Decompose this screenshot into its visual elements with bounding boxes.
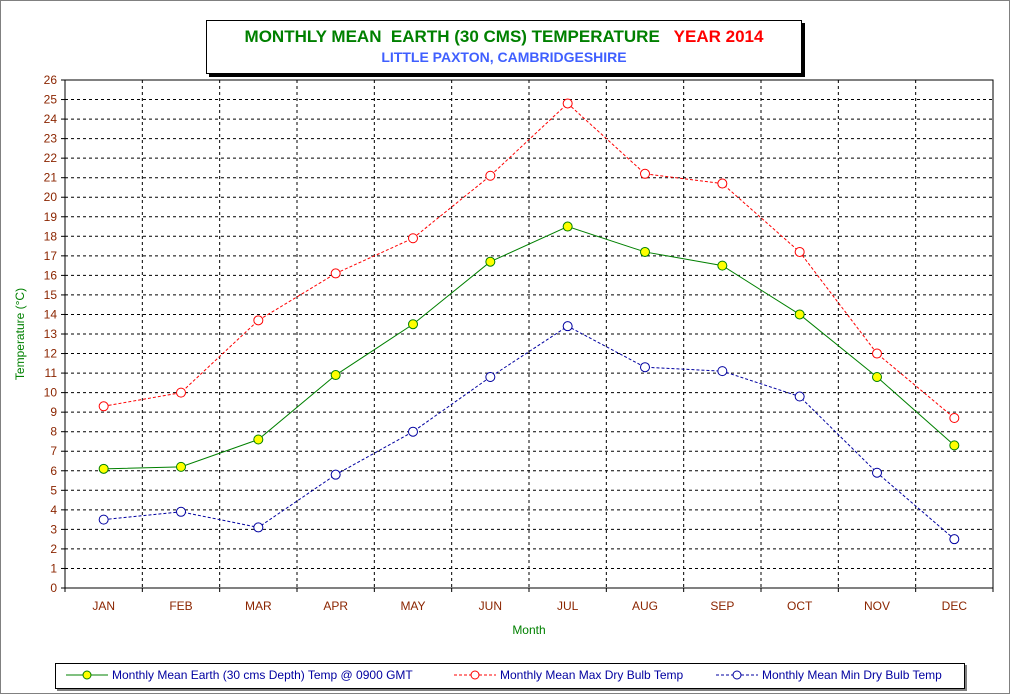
y-tick-label: 15 [44, 288, 58, 302]
y-tick-label: 1 [50, 561, 57, 575]
data-point-max [98, 401, 109, 412]
data-point-min [949, 534, 960, 545]
legend-item-max: Monthly Mean Max Dry Bulb Temp [454, 668, 683, 682]
legend-swatch-min [716, 670, 758, 680]
data-point-earth [408, 319, 418, 330]
y-tick-label: 7 [50, 444, 57, 458]
data-point-max [485, 170, 496, 181]
x-tick-label: DEC [942, 599, 968, 613]
y-tick-label: 20 [44, 190, 58, 204]
data-point-min [408, 426, 418, 437]
y-tick-label: 11 [45, 366, 58, 380]
x-tick-label: SEP [710, 599, 734, 613]
legend-swatch-max [454, 670, 496, 680]
y-tick-label: 14 [44, 307, 58, 321]
x-tick-label: MAR [245, 599, 272, 613]
y-tick-label: 0 [50, 581, 57, 595]
data-point-min [176, 506, 186, 517]
data-point-earth [98, 463, 109, 474]
y-tick-label: 21 [44, 171, 58, 185]
data-point-earth [253, 434, 264, 445]
data-point-earth [872, 371, 882, 382]
legend: Monthly Mean Earth (30 cms Depth) Temp @… [55, 663, 965, 689]
data-point-min [330, 469, 341, 480]
series-line-max [103, 102, 955, 419]
x-tick-label: JUL [557, 599, 579, 613]
x-axis-label: Month [512, 623, 545, 637]
series-line-earth [103, 226, 955, 470]
data-point-max [717, 178, 728, 189]
chart-title-year: YEAR 2014 [673, 27, 764, 46]
data-point-earth [176, 461, 186, 472]
legend-swatch-earth [66, 670, 108, 680]
y-tick-label: 16 [44, 268, 58, 282]
y-tick-label: 4 [50, 503, 57, 517]
chart-title-main: MONTHLY MEAN EARTH (30 CMS) TEMPERATURE [244, 27, 660, 46]
data-point-earth [330, 370, 341, 381]
y-tick-label: 13 [44, 327, 58, 341]
data-point-earth [717, 260, 728, 271]
series-line-min [103, 325, 955, 540]
data-point-min [872, 467, 882, 478]
x-tick-label: MAY [400, 599, 425, 613]
data-point-max [176, 387, 186, 398]
data-point-max [408, 233, 418, 244]
x-tick-label: FEB [169, 599, 192, 613]
data-point-min [794, 391, 805, 402]
x-tick-label: OCT [787, 599, 813, 613]
x-tick-label: JAN [92, 599, 115, 613]
data-point-max [794, 246, 805, 257]
data-point-min [253, 522, 264, 533]
y-tick-label: 22 [44, 151, 58, 165]
data-point-max [562, 98, 573, 109]
data-point-earth [485, 256, 496, 267]
data-point-min [98, 514, 109, 525]
y-tick-label: 18 [44, 229, 58, 243]
chart-title: MONTHLY MEAN EARTH (30 CMS) TEMPERATURE … [207, 27, 801, 47]
data-point-earth [794, 309, 805, 320]
data-point-max [872, 348, 882, 359]
y-tick-label: 3 [50, 522, 57, 536]
x-tick-label: JUN [479, 599, 502, 613]
legend-label-min: Monthly Mean Min Dry Bulb Temp [762, 668, 942, 682]
y-tick-label: 9 [50, 405, 57, 419]
y-axis-label: Temperature (°C) [13, 288, 27, 380]
data-point-earth [949, 440, 960, 451]
data-point-min [485, 371, 496, 382]
x-tick-label: AUG [632, 599, 658, 613]
y-tick-label: 5 [50, 483, 57, 497]
y-tick-label: 6 [50, 464, 57, 478]
legend-label-max: Monthly Mean Max Dry Bulb Temp [500, 668, 684, 682]
data-point-earth [640, 246, 650, 257]
y-tick-label: 8 [50, 425, 57, 439]
x-tick-label: NOV [864, 599, 890, 613]
y-tick-label: 2 [50, 542, 57, 556]
data-point-min [640, 362, 650, 373]
y-tick-label: 25 [44, 93, 58, 107]
y-tick-label: 12 [44, 347, 58, 361]
y-tick-label: 19 [44, 210, 58, 224]
data-point-earth [562, 221, 573, 232]
data-point-max [253, 315, 264, 326]
legend-item-earth: Monthly Mean Earth (30 cms Depth) Temp @… [66, 668, 413, 682]
legend-label-earth: Monthly Mean Earth (30 cms Depth) Temp @… [112, 668, 413, 682]
data-point-min [562, 321, 573, 332]
data-point-max [949, 413, 960, 424]
y-tick-label: 26 [44, 73, 58, 87]
chart-subtitle: LITTLE PAXTON, CAMBRIDGESHIRE [381, 49, 627, 65]
y-tick-label: 10 [44, 386, 58, 400]
y-tick-label: 23 [44, 132, 58, 146]
x-tick-label: APR [323, 599, 348, 613]
y-tick-label: 17 [44, 249, 58, 263]
legend-item-min: Monthly Mean Min Dry Bulb Temp [716, 668, 942, 682]
plot-border [64, 79, 994, 589]
data-point-min [717, 366, 728, 377]
chart-title-box: MONTHLY MEAN EARTH (30 CMS) TEMPERATURE … [206, 20, 802, 74]
data-point-max [330, 268, 341, 279]
data-point-max [640, 168, 650, 179]
y-tick-label: 24 [44, 112, 58, 126]
